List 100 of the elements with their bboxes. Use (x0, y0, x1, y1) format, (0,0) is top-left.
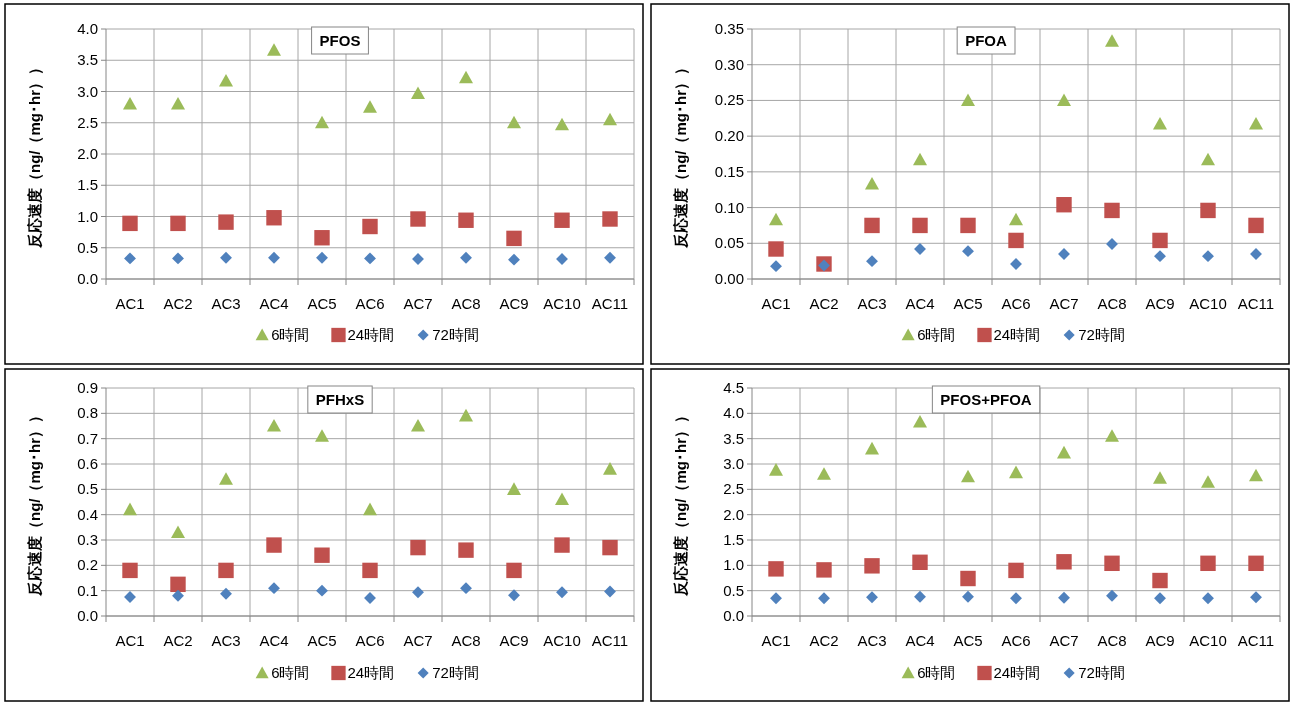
point (218, 214, 234, 230)
point (1152, 572, 1168, 589)
point (960, 217, 976, 234)
legend-label: 6時間 (917, 326, 956, 343)
point (1105, 34, 1119, 47)
point (961, 469, 975, 483)
point (170, 215, 186, 232)
y-tick-label: 0.6 (77, 455, 98, 472)
point (220, 587, 232, 600)
x-tick-label: AC4 (259, 632, 289, 649)
point (412, 586, 424, 599)
x-tick-label: AC4 (905, 632, 935, 649)
point (1200, 202, 1216, 219)
point (267, 43, 281, 56)
point (1057, 93, 1071, 107)
point (769, 463, 783, 476)
point (507, 482, 521, 495)
y-tick-label: 0.00 (714, 270, 744, 287)
point (506, 562, 522, 579)
x-tick-label: AC1 (115, 295, 145, 312)
x-tick-label: AC3 (857, 295, 887, 312)
point (961, 93, 975, 107)
x-tick-label: AC1 (761, 295, 791, 312)
x-tick-label: AC2 (163, 295, 193, 312)
legend-label: 72時間 (432, 326, 479, 343)
point (172, 589, 184, 602)
y-axis-title: 反応速度（ng/（mg･hr）） (672, 408, 689, 597)
x-tick-label: AC6 (1001, 632, 1031, 649)
y-tick-label: 0.2 (77, 556, 98, 574)
y-tick-label: 4.5 (723, 379, 744, 396)
y-tick-label: 0.0 (77, 270, 98, 287)
point (460, 582, 472, 595)
point (170, 576, 186, 593)
point (1249, 468, 1263, 482)
point (768, 561, 784, 577)
point (817, 467, 831, 480)
point (315, 115, 329, 129)
x-tick-label: AC9 (1145, 295, 1175, 312)
point (604, 585, 616, 598)
y-tick-label: 0.9 (77, 379, 98, 396)
point (1008, 562, 1024, 579)
y-tick-label: 2.0 (723, 505, 744, 523)
point (1104, 555, 1120, 572)
legend-label: 6時間 (271, 326, 310, 343)
x-tick-label: AC9 (1145, 632, 1175, 649)
point (508, 589, 520, 602)
y-tick-label: 1.0 (77, 207, 98, 225)
point (818, 592, 830, 605)
point (1009, 212, 1023, 226)
x-tick-label: AC7 (403, 632, 433, 649)
x-tick-label: AC8 (451, 632, 481, 649)
x-tick-label: AC10 (543, 295, 581, 312)
point (410, 211, 426, 227)
y-tick-label: 2.5 (77, 113, 98, 131)
x-tick-label: AC11 (591, 632, 629, 649)
point (1249, 117, 1263, 130)
point (460, 251, 472, 264)
point (603, 462, 617, 475)
point (913, 414, 927, 428)
point (315, 429, 329, 442)
point (556, 586, 568, 599)
point (554, 537, 570, 553)
point (458, 212, 474, 228)
point (411, 86, 425, 99)
point (602, 211, 618, 227)
point (123, 97, 137, 110)
point (866, 591, 878, 604)
point (316, 251, 328, 264)
x-tick-label: AC2 (163, 632, 193, 649)
y-tick-label: 0.30 (714, 55, 744, 73)
y-tick-label: 0.05 (714, 234, 744, 252)
chart-title: PFHxS (315, 391, 365, 408)
point (1057, 445, 1071, 459)
x-tick-label: AC5 (953, 632, 983, 649)
point (314, 230, 330, 246)
legend-label: 6時間 (271, 664, 310, 681)
point (459, 70, 473, 84)
point (1200, 555, 1216, 572)
x-tick-label: AC10 (1189, 295, 1227, 312)
x-tick-label: AC7 (1049, 632, 1079, 649)
legend-label: 72時間 (1078, 664, 1125, 681)
x-tick-label: AC2 (809, 632, 839, 649)
point (411, 419, 425, 432)
point (268, 582, 280, 595)
x-tick-label: AC5 (307, 632, 337, 649)
legend-label: 24時間 (993, 664, 1041, 681)
y-tick-label: 0.3 (77, 531, 98, 548)
point (914, 590, 926, 603)
point (1201, 152, 1215, 166)
x-tick-label: AC6 (355, 295, 385, 312)
point (962, 245, 974, 258)
x-tick-label: AC9 (499, 295, 529, 312)
point (602, 539, 618, 556)
point (554, 212, 570, 228)
point (124, 252, 136, 265)
x-tick-label: AC3 (211, 632, 241, 649)
y-tick-label: 0.1 (77, 581, 98, 599)
y-axis-title: 反応速度（ng/（mg･hr）） (26, 408, 43, 597)
point (1058, 591, 1070, 604)
point (864, 558, 880, 574)
